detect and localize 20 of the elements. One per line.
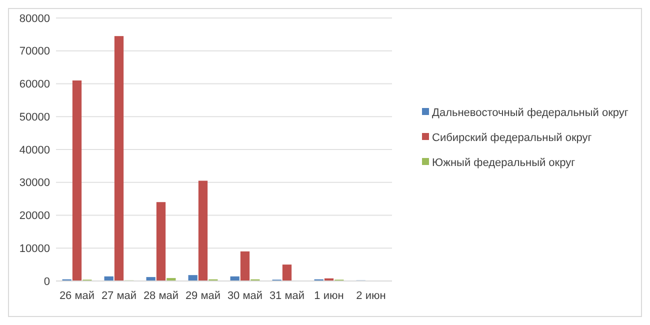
x-tick-label: 1 июн	[314, 290, 344, 302]
x-tick-label: 28 май	[143, 290, 179, 302]
x-tick-label: 26 май	[59, 290, 95, 302]
x-tick-label: 29 май	[185, 290, 221, 302]
legend-label: Сибирский федеральный округ	[432, 132, 592, 144]
y-tick-label: 60000	[19, 78, 50, 91]
y-tick-label: 20000	[19, 210, 50, 222]
x-tick-label: 2 июн	[356, 290, 386, 302]
legend-label: Дальневосточный федеральный округ	[432, 106, 628, 119]
y-tick-label: 70000	[19, 46, 50, 58]
y-tick-label: 0	[44, 276, 50, 288]
x-tick-label: 27 май	[101, 290, 137, 302]
y-tick-label: 10000	[19, 242, 50, 255]
y-tick-label: 30000	[19, 177, 50, 190]
legend-label: Южный федеральный округ	[432, 156, 576, 169]
x-tick-label: 31 май	[269, 290, 305, 302]
y-tick-label: 50000	[19, 111, 50, 124]
y-tick-label: 80000	[19, 12, 50, 25]
y-tick-label: 40000	[19, 144, 50, 156]
x-tick-label: 30 май	[227, 290, 263, 302]
